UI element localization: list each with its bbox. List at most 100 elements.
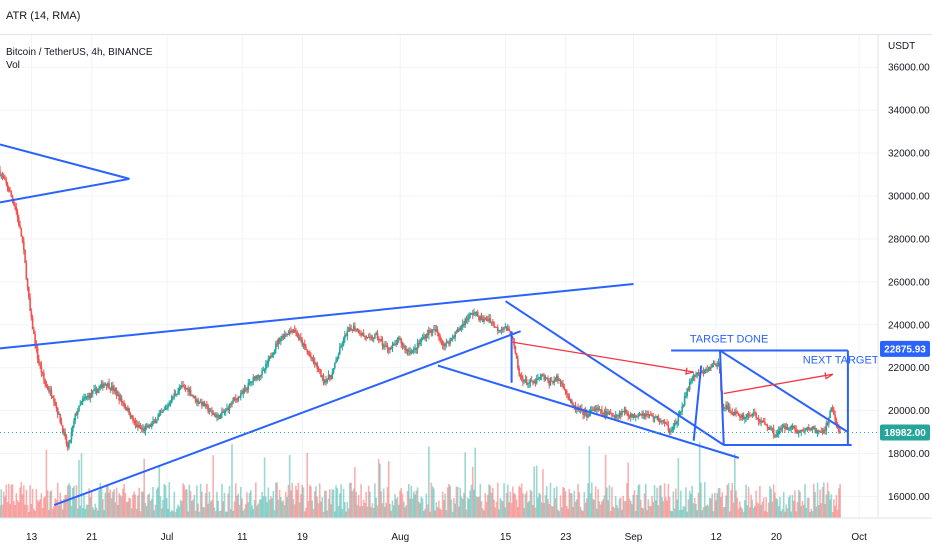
price-axis[interactable]: USDT 16000.00 18000.00 20000.00 22000.00 240…	[877, 35, 930, 518]
volume-bar	[339, 493, 341, 518]
volume-bar	[497, 482, 499, 518]
volume-bar	[651, 495, 653, 518]
candle-body	[786, 426, 789, 429]
volume-bar	[199, 483, 202, 518]
next-wedge-top[interactable]	[719, 349, 849, 433]
candle-body	[655, 416, 657, 418]
candle-body	[673, 422, 676, 427]
volume-bar	[517, 507, 519, 518]
volume-bar	[16, 500, 19, 518]
candle-body	[756, 417, 759, 419]
annotation-text[interactable]: NEXT TARGET	[803, 355, 879, 367]
trend-drawings[interactable]	[0, 143, 852, 507]
volume-bar	[797, 489, 800, 518]
candle-body	[344, 335, 346, 339]
falling-wedge-upper[interactable]	[505, 300, 725, 446]
volume-bar	[752, 507, 755, 518]
volume-bar	[70, 505, 73, 518]
volume-bar	[583, 491, 586, 518]
candle-body	[540, 374, 543, 377]
candle-body	[288, 330, 291, 335]
volume-bar	[791, 494, 794, 518]
volume-bar	[661, 497, 663, 518]
next-measure-left[interactable]	[719, 350, 725, 446]
volume-bar	[701, 510, 703, 518]
price-chart[interactable]: TARGET DONE NEXT TARGET USDT 16000.00 1800…	[0, 35, 932, 550]
falling-wedge-lower[interactable]	[437, 364, 740, 459]
volume-bar	[2, 491, 5, 518]
candle-body	[176, 393, 178, 395]
candle-body	[646, 413, 648, 415]
candle-body	[53, 397, 55, 402]
triangle-top[interactable]	[0, 143, 130, 204]
annotation-text[interactable]: TARGET DONE	[690, 333, 768, 345]
projection-arrows[interactable]	[511, 341, 834, 395]
candle-body	[293, 329, 296, 333]
candle-body	[206, 404, 208, 406]
candle-body	[592, 409, 594, 411]
candle-body	[483, 318, 485, 322]
volume-bar	[357, 495, 360, 518]
candle-body	[360, 333, 362, 336]
wedge-upper-line[interactable]	[0, 283, 634, 350]
candle-body	[604, 411, 607, 417]
atr-indicator-label[interactable]: ATR (14, RMA)	[6, 10, 81, 22]
candle-body	[651, 414, 653, 417]
measure-right-bar[interactable]	[692, 365, 703, 441]
candle-body	[66, 444, 69, 448]
volume-bar	[397, 504, 400, 518]
candle-body	[152, 420, 154, 424]
volume-bar	[425, 493, 428, 518]
time-axis[interactable]: 13 21 Jul 11 19 Aug 15 23 Sep 12 20 Oct	[0, 517, 932, 543]
volume-bar	[123, 483, 125, 518]
projection-arrow-2[interactable]	[723, 373, 833, 395]
volume-bar	[682, 505, 685, 518]
candle-body	[119, 397, 122, 401]
volume-bar	[591, 482, 593, 518]
volume-label[interactable]: Vol	[6, 60, 20, 71]
volume-bar	[66, 485, 69, 518]
volume-bar	[298, 502, 301, 518]
volume-bar	[11, 484, 14, 518]
candle-body	[742, 414, 745, 420]
volume-bar	[239, 486, 242, 518]
volume-bar	[143, 458, 146, 518]
volume-bar	[340, 484, 342, 518]
candle-body	[588, 411, 591, 417]
candle-body	[307, 352, 310, 355]
volume-bar	[503, 483, 505, 518]
candle-body	[726, 405, 729, 410]
candle-body	[61, 425, 64, 433]
candle-body	[762, 421, 765, 423]
volume-bar	[510, 502, 513, 518]
symbol-title[interactable]: Bitcoin / TetherUS, 4h, BINANCE	[6, 47, 153, 58]
volume-bar	[643, 493, 646, 518]
wedge-lower-line[interactable]	[53, 330, 521, 507]
candle-body	[295, 332, 297, 334]
candle-body	[591, 409, 593, 411]
volume-bar	[342, 488, 345, 518]
candle-body	[824, 429, 826, 431]
candle-body	[218, 415, 221, 419]
volume-bar	[512, 486, 514, 518]
candle-body	[455, 332, 458, 334]
volume-bar	[26, 504, 29, 518]
candle-body	[355, 329, 357, 331]
volume-bar	[790, 511, 793, 518]
candle-body	[380, 339, 382, 341]
volume-bar	[219, 510, 222, 518]
volume-bar	[572, 506, 574, 518]
volume-bar	[499, 497, 502, 518]
volume-bar	[439, 508, 441, 518]
candle-body	[301, 339, 303, 346]
volume-bar	[303, 511, 306, 518]
volume-bar	[293, 504, 296, 518]
volume-bar	[557, 509, 559, 518]
volume-bar	[570, 493, 573, 518]
candle-body	[569, 399, 572, 401]
candle-body	[739, 416, 741, 418]
projection-arrow-1[interactable]	[511, 341, 694, 373]
volume-bar	[382, 488, 385, 518]
volume-bar	[335, 485, 337, 518]
candle-body	[488, 318, 490, 320]
